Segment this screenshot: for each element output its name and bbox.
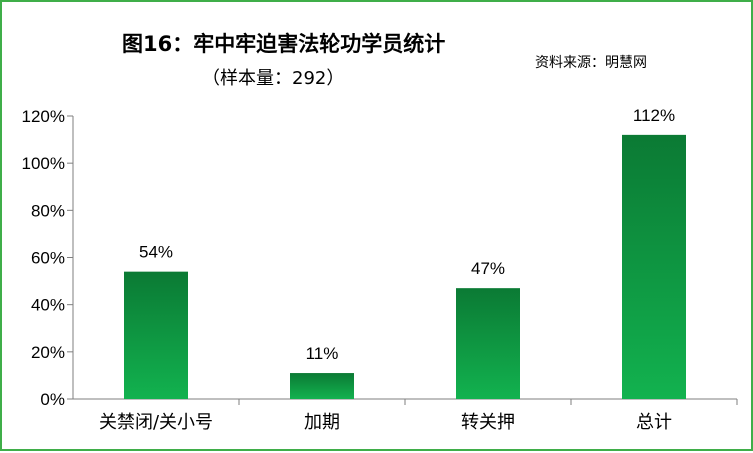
bar (290, 373, 354, 399)
chart-title: 图16：牢中牢迫害法轮功学员统计 (122, 32, 446, 56)
data-label: 112% (633, 106, 675, 125)
bar (456, 288, 520, 399)
y-tick-label: 120% (22, 107, 65, 126)
y-tick-label: 40% (31, 296, 65, 315)
bar (622, 134, 686, 399)
x-category-label: 关禁闭/关小号 (99, 412, 213, 433)
data-label: 47% (471, 259, 505, 278)
x-category-label: 总计 (636, 412, 672, 433)
data-label: 11% (306, 344, 339, 363)
data-label: 54% (139, 243, 173, 262)
chart-subtitle: （样本量：292） (202, 68, 345, 89)
y-tick-label: 80% (31, 201, 65, 220)
x-category-label: 加期 (304, 412, 340, 433)
data-source-note: 资料来源：明慧网 (535, 55, 647, 71)
x-category-label: 转关押 (461, 412, 515, 433)
y-tick-label: 100% (22, 154, 65, 173)
bar (124, 271, 188, 399)
y-tick-label: 60% (31, 249, 65, 268)
y-tick-label: 0% (40, 390, 65, 409)
y-tick-label: 20% (31, 343, 65, 362)
